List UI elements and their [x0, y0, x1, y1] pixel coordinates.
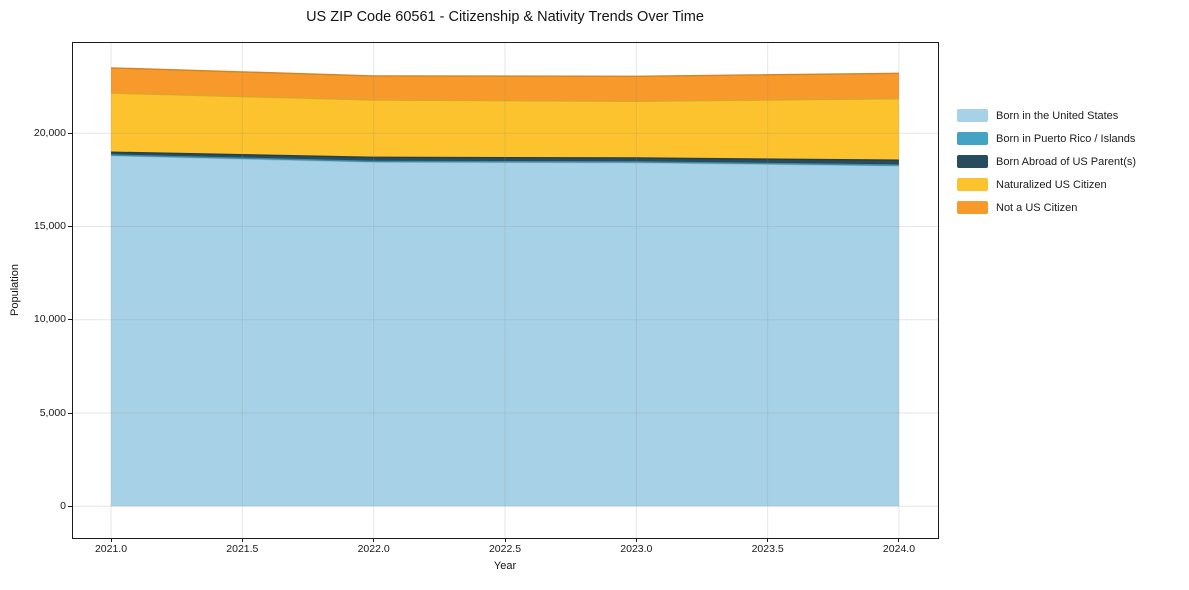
legend-item-born-abroad-of-us-parent-s: Born Abroad of US Parent(s) — [957, 150, 1136, 173]
y-tick-mark — [68, 505, 72, 507]
legend-item-naturalized-us-citizen: Naturalized US Citizen — [957, 173, 1136, 196]
edge-born-abroad-of-us-parent-s — [110, 151, 900, 161]
plot-area — [72, 42, 939, 539]
y-tick-mark — [68, 132, 72, 134]
edge-born-in-puerto-rico-islands — [110, 154, 900, 166]
chart-title: US ZIP Code 60561 - Citizenship & Nativi… — [306, 9, 704, 25]
x-tick-label: 2022.5 — [488, 543, 522, 555]
area-born-abroad-of-us-parent-s — [111, 152, 899, 166]
y-axis-label: Population — [9, 264, 21, 316]
legend-label: Born in the United States — [996, 109, 1119, 122]
y-tick-label: 20,000 — [33, 126, 66, 139]
legend-item-not-a-us-citizen: Not a US Citizen — [957, 196, 1136, 219]
x-tick-label: 2021.5 — [226, 543, 259, 555]
y-tick-mark — [68, 319, 72, 321]
edge-not-a-us-citizen — [110, 67, 900, 78]
legend-item-born-in-the-united-states: Born in the United States — [957, 104, 1136, 127]
legend-label: Not a US Citizen — [996, 201, 1078, 214]
legend-label: Born in Puerto Rico / Islands — [996, 132, 1136, 145]
legend-swatch-icon — [957, 109, 988, 122]
x-tick-mark — [635, 538, 637, 542]
x-tick-label: 2023.5 — [751, 543, 784, 555]
legend-swatch-icon — [957, 132, 988, 145]
y-tick-label: 0 — [60, 499, 66, 512]
y-tick-mark — [68, 412, 72, 414]
y-tick-label: 10,000 — [33, 313, 66, 326]
x-tick-label: 2024.0 — [882, 543, 916, 555]
area-naturalized-us-citizen — [111, 93, 899, 161]
legend-item-born-in-puerto-rico-islands: Born in Puerto Rico / Islands — [957, 127, 1136, 150]
y-tick-label: 15,000 — [33, 219, 66, 232]
area-not-a-us-citizen — [111, 67, 899, 102]
x-tick-mark — [504, 538, 506, 542]
legend-swatch-icon — [957, 155, 988, 168]
x-tick-label: 2021.0 — [94, 543, 128, 555]
x-tick-label: 2022.0 — [357, 543, 390, 555]
x-tick-mark — [241, 538, 243, 542]
y-tick-mark — [68, 225, 72, 227]
legend-swatch-icon — [957, 201, 988, 214]
x-tick-mark — [767, 538, 769, 542]
x-tick-mark — [373, 538, 375, 542]
x-tick-label: 2023.0 — [620, 543, 653, 555]
x-tick-mark — [110, 538, 112, 542]
stacked-area-svg — [73, 43, 938, 538]
area-born-in-the-united-states — [111, 155, 899, 507]
x-tick-mark — [898, 538, 900, 542]
legend-swatch-icon — [957, 178, 988, 191]
legend-label: Naturalized US Citizen — [996, 178, 1107, 191]
y-tick-label: 5,000 — [39, 406, 66, 419]
legend: Born in the United States Born in Puerto … — [957, 104, 1136, 219]
legend-label: Born Abroad of US Parent(s) — [996, 155, 1137, 168]
x-axis-label: Year — [493, 560, 517, 572]
edge-naturalized-us-citizen — [110, 92, 900, 103]
